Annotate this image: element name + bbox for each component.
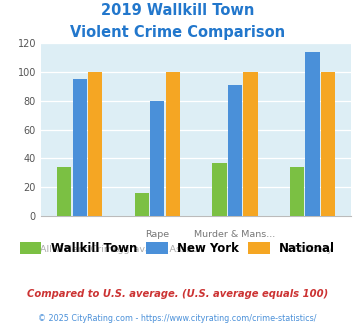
- Text: Robbery: Robbery: [293, 245, 332, 254]
- Text: Violent Crime Comparison: Violent Crime Comparison: [70, 25, 285, 40]
- Text: Murder & Mans...: Murder & Mans...: [194, 230, 275, 239]
- Bar: [166, 72, 180, 216]
- Bar: [228, 85, 242, 216]
- Bar: [150, 101, 164, 216]
- Bar: [321, 72, 335, 216]
- Bar: [290, 167, 304, 216]
- Text: 2019 Wallkill Town: 2019 Wallkill Town: [101, 3, 254, 18]
- Text: Compared to U.S. average. (U.S. average equals 100): Compared to U.S. average. (U.S. average …: [27, 289, 328, 299]
- Text: All Violent Crime: All Violent Crime: [40, 245, 119, 254]
- Text: Aggravated Assault: Aggravated Assault: [111, 245, 204, 254]
- Bar: [212, 163, 226, 216]
- Bar: [88, 72, 102, 216]
- Bar: [72, 79, 87, 216]
- Bar: [57, 167, 71, 216]
- Bar: [135, 193, 149, 216]
- Text: © 2025 CityRating.com - https://www.cityrating.com/crime-statistics/: © 2025 CityRating.com - https://www.city…: [38, 314, 317, 323]
- Text: Rape: Rape: [145, 230, 169, 239]
- Bar: [244, 72, 258, 216]
- Legend: Wallkill Town, New York, National: Wallkill Town, New York, National: [15, 237, 340, 260]
- Bar: [306, 51, 320, 216]
